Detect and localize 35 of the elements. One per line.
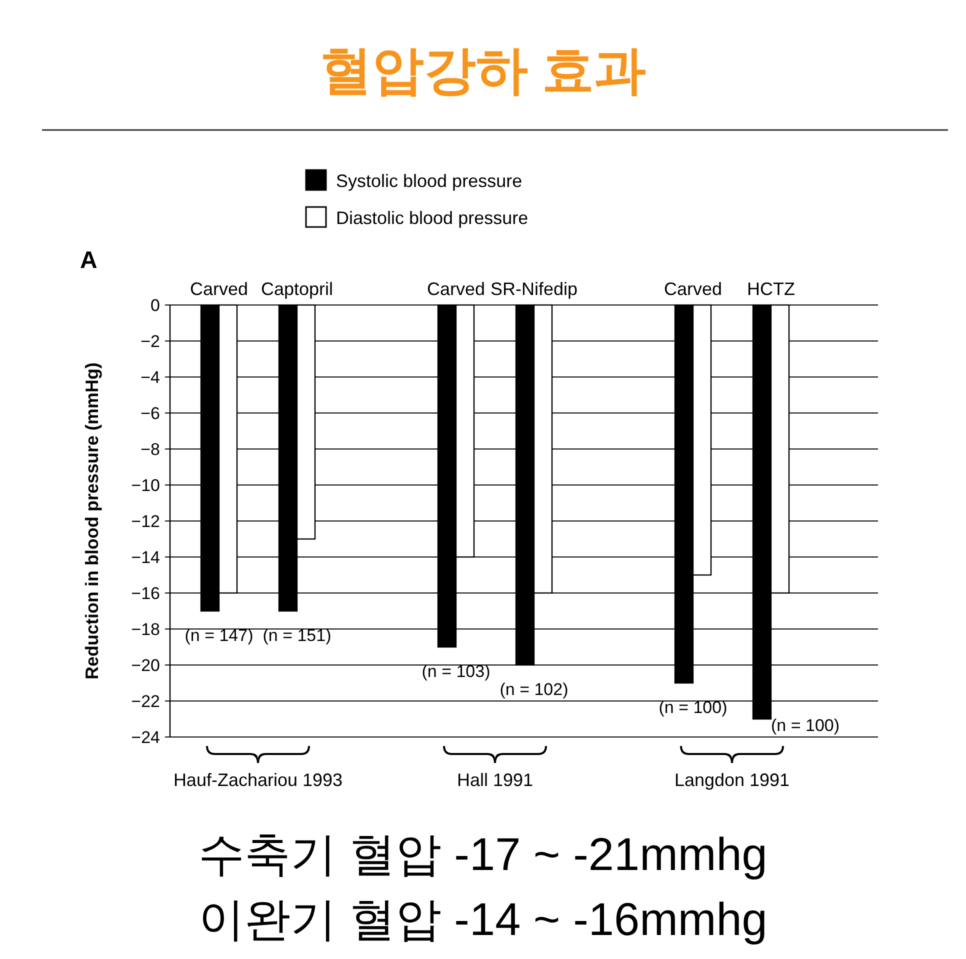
y-tick-label: −14: [131, 548, 160, 567]
text: Hall 1991: [456, 770, 534, 790]
y-tick-label: −24: [131, 728, 160, 747]
y-axis-title: Reduction in blood pressure (mmHg): [82, 362, 102, 680]
x-tick-label: SR-Nifedip: [490, 279, 578, 299]
chart-title: 혈압강하 효과: [320, 42, 646, 100]
x-tick-label: Carved: [664, 279, 722, 299]
x-tick-label: HCTZ: [747, 279, 795, 299]
x-tick-label: Carved: [426, 279, 486, 299]
y-tick-label: −12: [131, 512, 160, 531]
y-tick-label: −8: [140, 440, 160, 459]
text: A: [80, 247, 98, 274]
text: Hauf-Zachariou 1993: [173, 770, 343, 790]
y-tick-label: −22: [131, 692, 160, 711]
y-tick-label: −2: [140, 332, 160, 351]
annotation: (n = 151): [262, 626, 332, 645]
annotation: (n = 103): [422, 662, 490, 681]
annotation: (n = 100): [658, 698, 728, 717]
annotation: (n = 147): [184, 626, 254, 645]
annotation: (n = 100): [771, 716, 840, 735]
legend-label: Diastolic blood pressure: [336, 208, 528, 228]
x-tick-label: Carved: [190, 279, 248, 299]
text: 이완기 혈압 -14 ~ -16mmhg: [198, 893, 768, 945]
y-tick-label: −20: [131, 656, 160, 675]
y-tick-label: 0: [150, 296, 160, 315]
legend-label: Systolic blood pressure: [336, 171, 522, 191]
x-tick-label: Captopril: [260, 279, 334, 299]
y-tick-label: −16: [131, 584, 160, 603]
text: 수축기 혈압 -17 ~ -21mmhg: [198, 828, 768, 880]
y-tick-label: −6: [140, 404, 160, 423]
text: Langdon 1991: [674, 770, 790, 790]
y-tick-label: −18: [131, 620, 160, 639]
annotation: (n = 102): [500, 680, 568, 699]
y-tick-label: −4: [140, 368, 160, 387]
y-tick-label: −10: [131, 476, 160, 495]
